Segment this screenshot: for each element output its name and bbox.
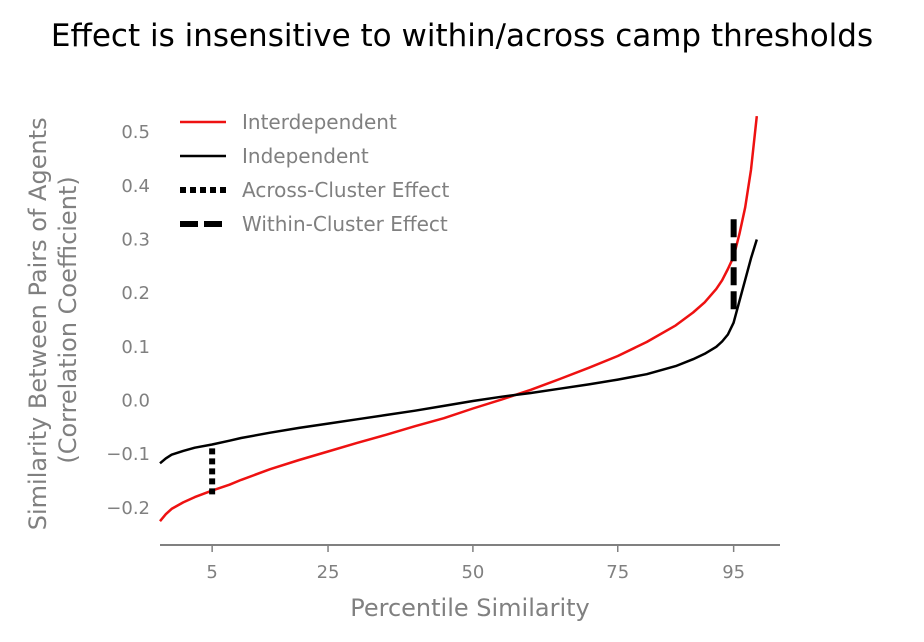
x-tick-label: 50 xyxy=(461,562,484,583)
series-line-interdependent xyxy=(159,115,759,522)
x-tick-label: 5 xyxy=(206,562,217,583)
y-axis-title: Similarity Between Pairs of Agents (Corr… xyxy=(24,110,82,530)
x-tick-label: 25 xyxy=(317,562,340,583)
legend-label: Within-Cluster Effect xyxy=(242,212,448,236)
y-tick-label: 0.2 xyxy=(121,283,150,304)
legend-label: Interdependent xyxy=(242,110,397,134)
y-tick-label: 0.1 xyxy=(121,337,150,358)
legend: Interdependent Independent Across-Cluster … xyxy=(180,110,449,236)
legend-item: Interdependent xyxy=(180,110,397,134)
legend-label: Across-Cluster Effect xyxy=(242,178,449,202)
legend-item: Within-Cluster Effect xyxy=(180,212,448,236)
y-tick-label: −0.2 xyxy=(106,498,150,519)
y-tick-label: −0.1 xyxy=(106,444,150,465)
legend-label: Independent xyxy=(242,144,369,168)
chart-title: Effect is insensitive to within/across c… xyxy=(51,18,873,54)
x-tick-label: 75 xyxy=(606,562,629,583)
plot-area xyxy=(159,115,759,522)
y-tick-label: 0.3 xyxy=(121,230,150,251)
x-tick-label: 95 xyxy=(722,562,745,583)
series-line-independent xyxy=(159,239,758,465)
legend-item: Across-Cluster Effect xyxy=(180,178,449,202)
x-axis: 5 25 50 75 95 xyxy=(160,544,780,583)
y-tick-label: 0.0 xyxy=(121,390,150,411)
legend-item: Independent xyxy=(180,144,369,168)
y-tick-label: 0.4 xyxy=(121,176,150,197)
x-axis-title: Percentile Similarity xyxy=(350,594,590,622)
y-axis-title-line-2: (Correlation Coefficient) xyxy=(54,176,82,463)
y-axis-title-line-1: Similarity Between Pairs of Agents xyxy=(24,117,52,530)
y-tick-label: 0.5 xyxy=(121,122,150,143)
y-axis: −0.2 −0.1 0.0 0.1 0.2 0.3 0.4 0.5 xyxy=(106,122,150,519)
